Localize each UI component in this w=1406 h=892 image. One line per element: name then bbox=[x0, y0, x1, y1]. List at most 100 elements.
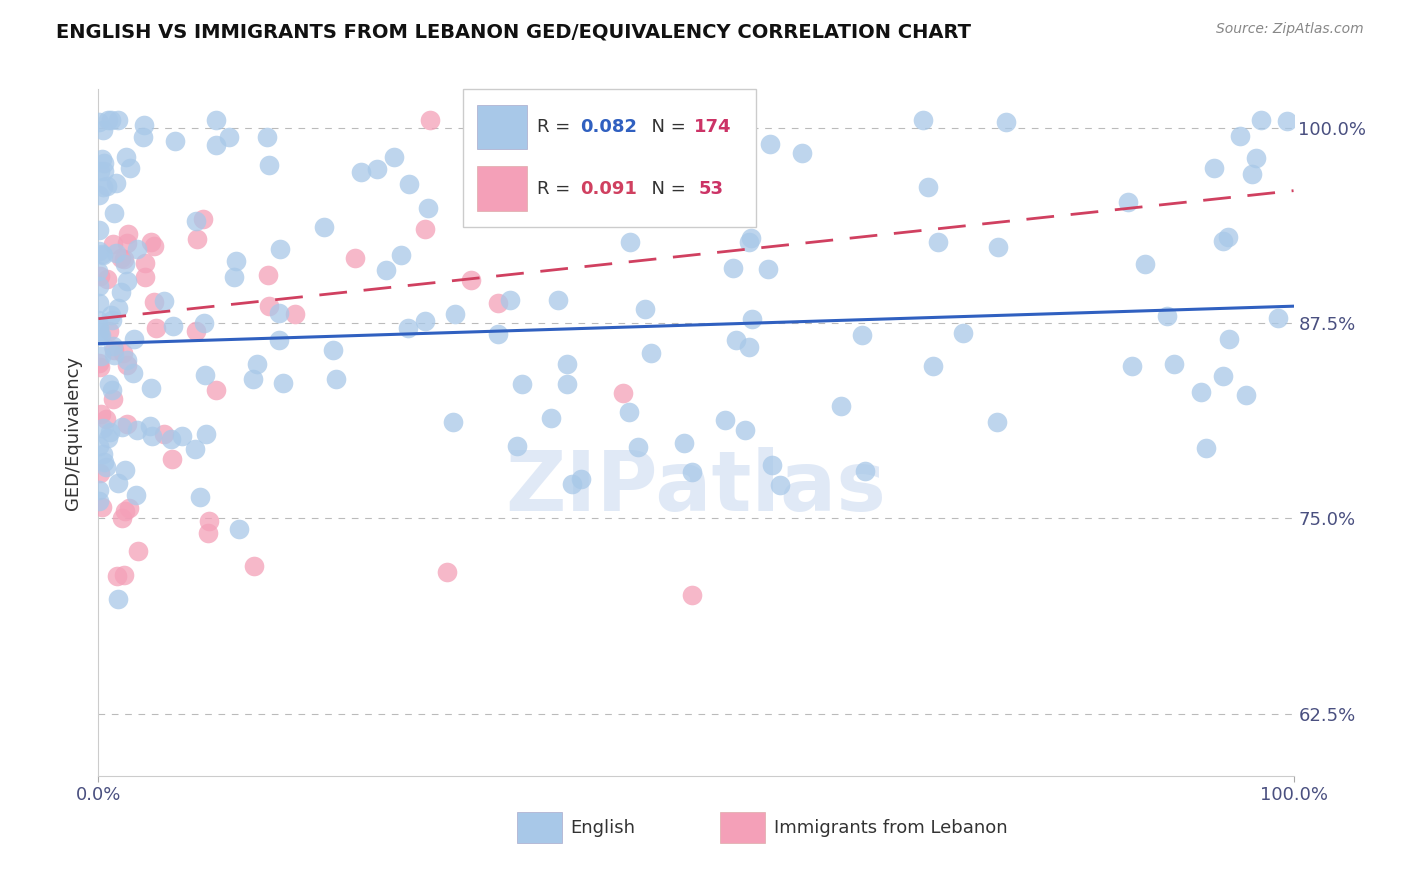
Point bbox=[186, 214, 208, 228]
Point bbox=[87, 296, 110, 310]
Point bbox=[103, 343, 125, 357]
Point bbox=[242, 372, 264, 386]
Text: 53: 53 bbox=[699, 180, 723, 198]
FancyBboxPatch shape bbox=[720, 813, 765, 843]
Point bbox=[1202, 161, 1225, 176]
Point bbox=[419, 113, 441, 128]
Point bbox=[87, 320, 110, 334]
Point bbox=[536, 161, 558, 176]
Point bbox=[127, 242, 149, 256]
Point bbox=[256, 130, 278, 145]
Point bbox=[325, 372, 347, 386]
Point bbox=[721, 260, 744, 275]
Point bbox=[112, 567, 135, 582]
Text: 174: 174 bbox=[693, 118, 731, 136]
Point bbox=[322, 343, 344, 357]
Point bbox=[654, 125, 676, 139]
Point bbox=[436, 565, 458, 579]
Point bbox=[714, 413, 737, 427]
Point bbox=[205, 113, 228, 128]
Point bbox=[160, 432, 183, 446]
Point bbox=[125, 423, 148, 437]
Point bbox=[697, 129, 720, 144]
Point bbox=[738, 340, 761, 354]
Point bbox=[87, 493, 110, 508]
Point bbox=[1267, 310, 1289, 325]
Point bbox=[627, 440, 650, 454]
Point bbox=[101, 339, 124, 353]
Point bbox=[1116, 194, 1139, 209]
Point bbox=[91, 421, 114, 435]
Point bbox=[134, 118, 156, 132]
Point bbox=[529, 161, 551, 176]
Point bbox=[141, 381, 163, 395]
Point bbox=[242, 559, 264, 574]
Point bbox=[91, 248, 114, 262]
Point bbox=[769, 477, 792, 491]
Point bbox=[619, 404, 641, 418]
Point bbox=[122, 366, 145, 380]
Point bbox=[172, 429, 194, 443]
Point bbox=[922, 359, 945, 373]
Point bbox=[89, 279, 111, 293]
Point bbox=[350, 165, 373, 179]
Point bbox=[374, 262, 396, 277]
FancyBboxPatch shape bbox=[463, 89, 756, 227]
Point bbox=[90, 407, 112, 421]
Point bbox=[115, 274, 138, 288]
Point bbox=[91, 246, 114, 260]
Text: ENGLISH VS IMMIGRANTS FROM LEBANON GED/EQUIVALENCY CORRELATION CHART: ENGLISH VS IMMIGRANTS FROM LEBANON GED/E… bbox=[56, 22, 972, 41]
Point bbox=[132, 130, 155, 145]
Point bbox=[94, 460, 117, 475]
Point bbox=[96, 179, 118, 194]
Point bbox=[152, 427, 174, 442]
Point bbox=[830, 400, 852, 414]
Point bbox=[547, 293, 569, 307]
Point bbox=[443, 307, 465, 321]
Point bbox=[89, 359, 111, 374]
Point bbox=[634, 302, 657, 317]
Point bbox=[134, 269, 156, 284]
Y-axis label: GED/Equivalency: GED/Equivalency bbox=[65, 356, 83, 509]
Point bbox=[460, 273, 482, 287]
Point bbox=[927, 235, 949, 249]
Point bbox=[111, 345, 134, 359]
Point bbox=[696, 151, 718, 165]
Point bbox=[96, 272, 118, 286]
Point bbox=[269, 242, 291, 256]
Point bbox=[284, 307, 307, 321]
Point bbox=[90, 153, 112, 167]
Point bbox=[87, 312, 110, 326]
Point bbox=[579, 113, 602, 128]
Point bbox=[606, 188, 628, 202]
Point bbox=[91, 447, 114, 461]
Point bbox=[184, 442, 207, 456]
Point bbox=[87, 115, 110, 129]
Point bbox=[197, 514, 219, 528]
Point bbox=[257, 158, 280, 172]
Point bbox=[120, 161, 142, 176]
Point bbox=[228, 522, 250, 536]
Text: 0.082: 0.082 bbox=[581, 118, 637, 136]
Text: ZIPatlas: ZIPatlas bbox=[506, 447, 886, 528]
Point bbox=[246, 357, 269, 371]
Point bbox=[114, 504, 136, 518]
Point bbox=[987, 240, 1010, 254]
Point bbox=[87, 356, 110, 370]
Point bbox=[117, 358, 139, 372]
Point bbox=[141, 429, 163, 443]
Point bbox=[186, 232, 208, 246]
Point bbox=[267, 333, 290, 347]
Point bbox=[389, 248, 412, 262]
Point bbox=[101, 383, 124, 397]
Text: N =: N = bbox=[640, 180, 692, 198]
Point bbox=[143, 294, 166, 309]
Point bbox=[759, 137, 782, 152]
Point bbox=[1189, 385, 1212, 400]
Point bbox=[97, 431, 120, 445]
Point bbox=[468, 145, 491, 160]
Point bbox=[499, 293, 522, 308]
Text: Immigrants from Lebanon: Immigrants from Lebanon bbox=[773, 819, 1007, 837]
Point bbox=[1212, 234, 1234, 248]
Point bbox=[555, 376, 578, 391]
